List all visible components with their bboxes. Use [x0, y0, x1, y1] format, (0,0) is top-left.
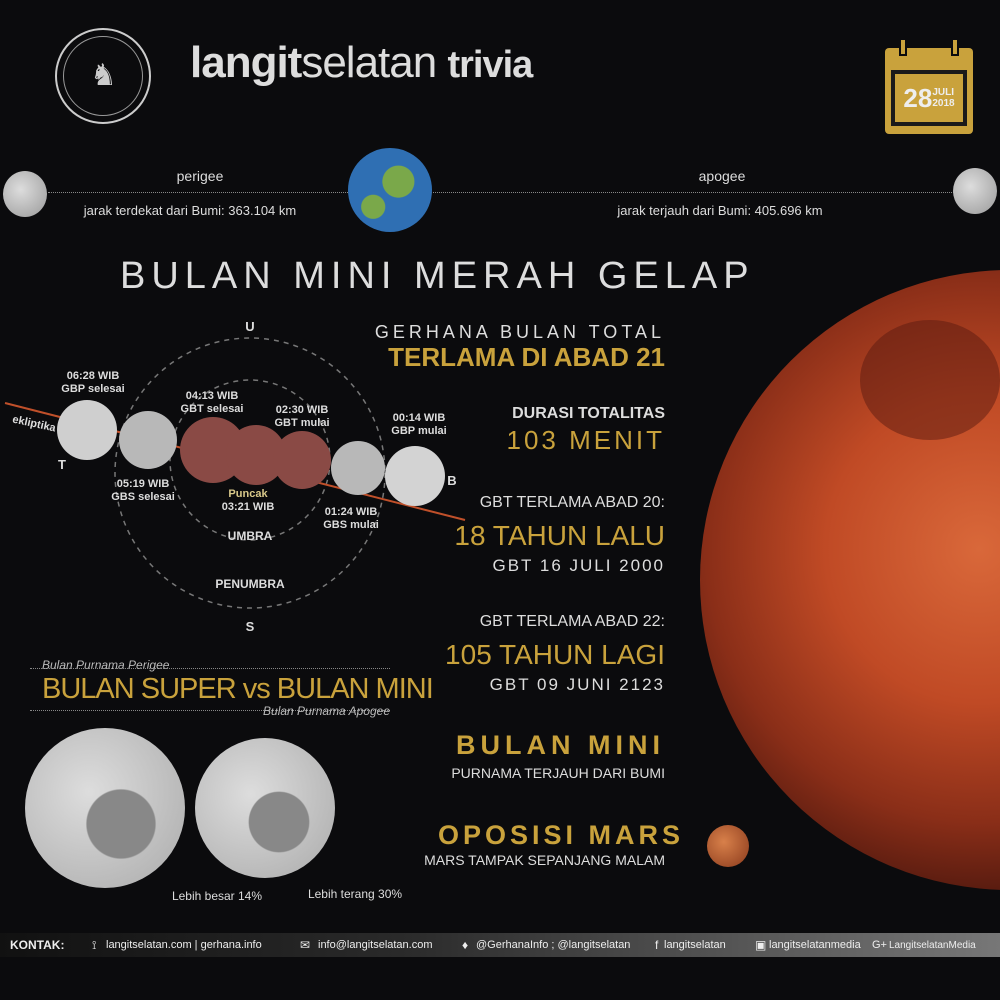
- fact-date: GBT 16 JULI 2000: [492, 556, 665, 575]
- facebook-icon: f: [655, 938, 659, 952]
- fact-subtitle: GERHANA BULAN TOTAL: [374, 322, 665, 342]
- googleplus-link[interactable]: LangitselatanMedia: [889, 939, 976, 951]
- fact-subtitle: MARS TAMPAK SEPANJANG MALAM: [424, 852, 665, 868]
- fact-subtitle: PURNAMA TERJAUH DARI BUMI: [451, 765, 665, 781]
- event-label: 02:30 WIB GBT mulai: [274, 404, 330, 429]
- west-label: B: [447, 473, 457, 488]
- moon-phase: [385, 446, 445, 506]
- size-difference: Lebih besar 14%: [171, 889, 263, 903]
- moon-phase: [57, 400, 117, 460]
- fact-title: 18 TAHUN LALU: [454, 520, 665, 551]
- event-label: Puncak 03:21 WIB: [221, 488, 275, 513]
- event-label: 04:13 WIB GBT selesai: [180, 390, 244, 415]
- calendar-year: 2018: [932, 98, 955, 109]
- perigee-label: perigee: [176, 168, 224, 184]
- fact-subtitle: GBT TERLAMA ABAD 22:: [479, 613, 665, 630]
- perigee-moon: [3, 171, 47, 217]
- blood-moon-image: [700, 270, 1000, 890]
- website-link[interactable]: langitselatan.com | gerhana.info: [106, 939, 262, 951]
- facebook-link[interactable]: langitselatan: [664, 939, 726, 951]
- apogee-label: apogee: [698, 168, 746, 184]
- penumbra-circle: [114, 337, 386, 609]
- compare-top-note: Bulan Purnama Perigee: [42, 658, 170, 672]
- headline: BULAN MINI MERAH GELAP: [120, 255, 755, 297]
- earth-icon: [348, 148, 432, 232]
- fact-subtitle: GBT TERLAMA ABAD 20:: [479, 494, 665, 511]
- rss-icon: ⟟: [92, 937, 97, 952]
- calendar-month: JULI: [932, 87, 954, 98]
- perigee-distance: jarak terdekat dari Bumi: 363.104 km: [83, 203, 297, 218]
- event-label: 05:19 WIB GBS selesai: [111, 478, 175, 503]
- event-label: 06:28 WIB GBP selesai: [61, 370, 125, 395]
- calendar-icon: 28 JULI 2018: [885, 38, 973, 134]
- logo: ♞: [55, 28, 151, 124]
- moon-phase: [331, 441, 385, 495]
- apogee-distance: jarak terjauh dari Bumi: 405.696 km: [617, 203, 823, 218]
- logo-emblem-icon: ♞: [90, 59, 117, 92]
- page-title: langitselatan trivia: [190, 38, 533, 87]
- umbra-label: UMBRA: [227, 529, 273, 543]
- divider: [30, 668, 390, 669]
- footer-label: KONTAK:: [10, 938, 65, 952]
- divider: [30, 710, 390, 711]
- compare-bottom-note: Bulan Purnama Apogee: [263, 704, 390, 718]
- minimoon-image: [195, 738, 335, 878]
- fact-date: GBT 09 JUNI 2123: [489, 675, 665, 694]
- fact-title: BULAN MINI: [456, 730, 665, 760]
- googleplus-icon: G+: [872, 939, 887, 951]
- fact-title: TERLAMA DI ABAD 21: [388, 342, 665, 372]
- south-label: S: [245, 619, 255, 634]
- orbit-line: [48, 192, 954, 193]
- twitter-link[interactable]: @GerhanaInfo ; @langitselatan: [476, 939, 631, 951]
- mars-icon: [707, 825, 749, 867]
- moon-phase: [273, 431, 331, 489]
- moon-phase: [226, 425, 286, 485]
- fact-subtitle: DURASI TOTALITAS: [512, 405, 665, 422]
- email-link[interactable]: info@langitselatan.com: [318, 939, 433, 951]
- apogee-moon: [953, 168, 997, 214]
- moon-mare-shade: [860, 320, 1000, 440]
- twitter-icon: ♦: [462, 938, 469, 952]
- north-label: U: [245, 319, 255, 334]
- calendar-day: 28: [903, 82, 933, 113]
- fact-title: 105 TAHUN LAGI: [445, 639, 665, 670]
- instagram-link[interactable]: langitselatanmedia: [769, 939, 861, 951]
- supermoon-image: [25, 728, 185, 888]
- fact-title: 103 MENIT: [506, 425, 665, 455]
- penumbra-label: PENUMBRA: [215, 577, 285, 591]
- moon-phase: [119, 411, 177, 469]
- brightness-difference: Lebih terang 30%: [307, 887, 403, 901]
- east-label: T: [58, 457, 66, 472]
- event-label: 01:24 WIB GBS mulai: [323, 506, 379, 531]
- footer-contact-bar: KONTAK: ⟟ langitselatan.com | gerhana.in…: [0, 933, 1000, 957]
- instagram-icon: ▣: [755, 938, 767, 952]
- eclipse-diagram: [4, 337, 466, 609]
- compare-title: BULAN SUPER vs BULAN MINI: [42, 673, 434, 705]
- event-label: 00:14 WIB GBP mulai: [391, 412, 447, 437]
- fact-title: OPOSISI MARS: [438, 820, 685, 850]
- mail-icon: ✉: [300, 938, 311, 952]
